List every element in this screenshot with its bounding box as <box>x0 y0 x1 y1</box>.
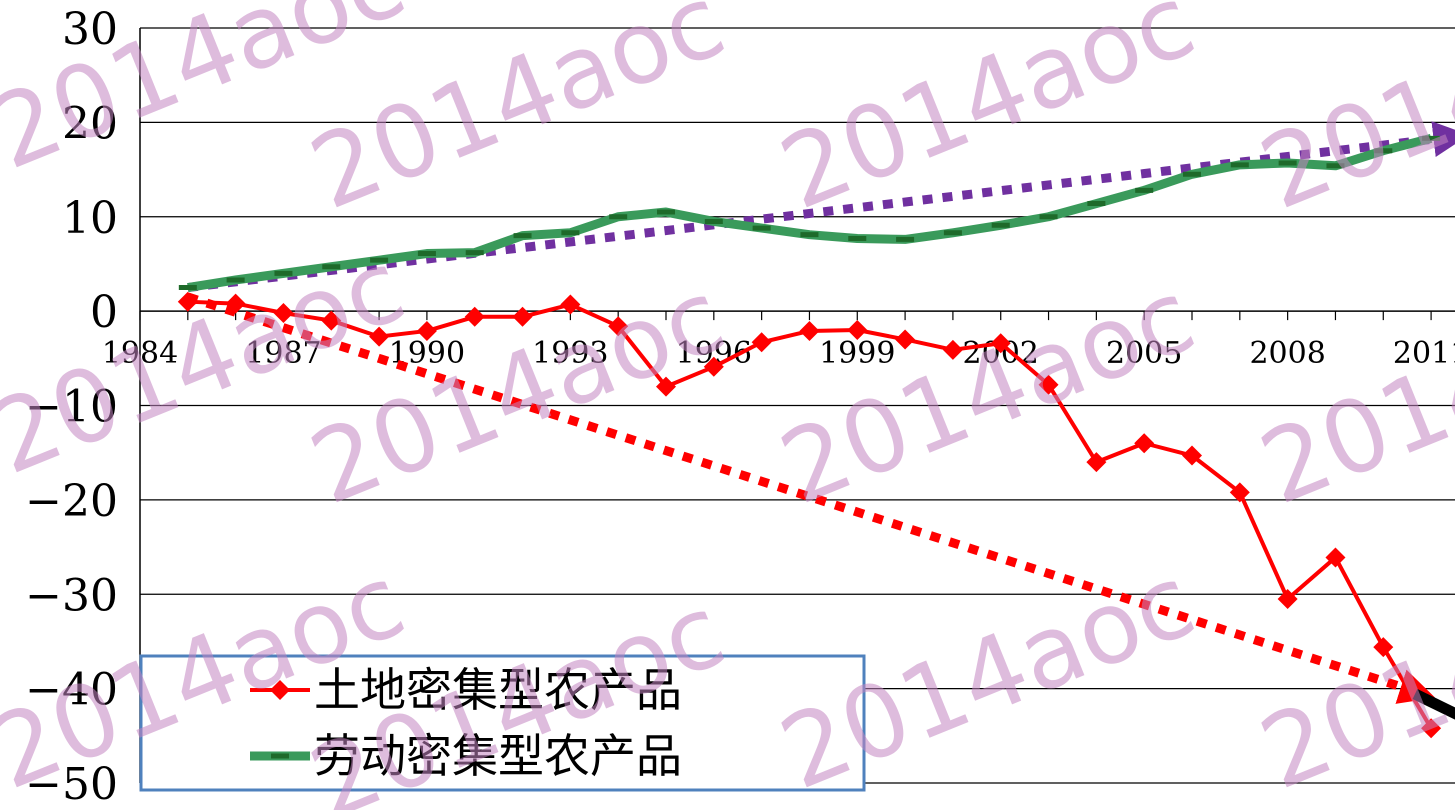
data-point-land <box>990 333 1011 354</box>
data-point-land <box>847 320 868 340</box>
data-point-land <box>942 339 963 360</box>
data-point-land <box>1038 374 1059 395</box>
watermark-text: 2014aoc <box>765 257 1209 527</box>
y-tick-label: 30 <box>62 4 118 55</box>
data-point-land <box>512 306 533 327</box>
x-tick-label: 1987 <box>245 336 321 371</box>
y-tick-label: 0 <box>90 287 118 338</box>
data-point-land <box>1134 433 1155 454</box>
data-point-land <box>1182 445 1202 466</box>
data-point-land <box>703 356 724 377</box>
data-point-land <box>1421 718 1442 739</box>
y-tick-label: 10 <box>62 193 118 244</box>
data-point-land <box>751 332 772 353</box>
data-point-land <box>225 293 246 314</box>
data-point-land <box>321 310 342 331</box>
black-arrow-fragment <box>1412 689 1455 720</box>
x-tick-label: 1993 <box>532 336 608 371</box>
data-point-land <box>799 320 820 341</box>
data-point-land <box>369 326 390 347</box>
legend-marker-land <box>270 680 290 700</box>
y-axis-tick-labels: 30 20 10 0 −10 −20 −30 −40 −50 <box>25 4 118 810</box>
data-point-land <box>177 291 198 312</box>
watermark-text: 2014aoc <box>1245 0 1455 232</box>
data-point-land <box>416 320 437 341</box>
data-point-land <box>1229 482 1250 503</box>
y-tick-label: −40 <box>25 665 118 716</box>
watermark-text: 2014aoc <box>765 0 1209 232</box>
data-point-land <box>1277 588 1298 609</box>
y-tick-label: 20 <box>62 98 118 149</box>
watermark-text: 2014aoc <box>765 542 1209 810</box>
data-point-land <box>1086 452 1107 473</box>
y-tick-label: −50 <box>25 759 118 810</box>
legend-box <box>139 654 866 792</box>
y-tick-label: −30 <box>25 570 118 621</box>
watermark-text: 2014aoc <box>1245 257 1455 527</box>
data-point-land <box>608 316 629 337</box>
x-tick-label: 2008 <box>1249 336 1325 371</box>
x-tick-label: 1984 <box>102 336 178 371</box>
x-tick-label: 1999 <box>819 336 895 371</box>
x-tick-label: 2011 <box>1393 336 1455 371</box>
data-point-land <box>1325 547 1346 568</box>
data-point-land <box>1373 637 1394 658</box>
data-point-land <box>656 376 676 397</box>
legend-label-land: 土地密集型农产品 <box>314 663 682 717</box>
data-point-land <box>464 306 485 327</box>
data-point-land <box>560 294 581 315</box>
trend-line <box>186 292 1436 704</box>
x-tick-label: 2005 <box>1106 336 1182 371</box>
legend-label-labor: 劳动密集型农产品 <box>314 729 682 783</box>
y-tick-label: −20 <box>25 476 118 527</box>
data-point-land <box>273 303 294 324</box>
data-point-land <box>895 329 916 350</box>
black-arrow-line <box>1412 689 1455 720</box>
y-tick-label: −10 <box>25 382 118 433</box>
data-series <box>177 134 1442 739</box>
